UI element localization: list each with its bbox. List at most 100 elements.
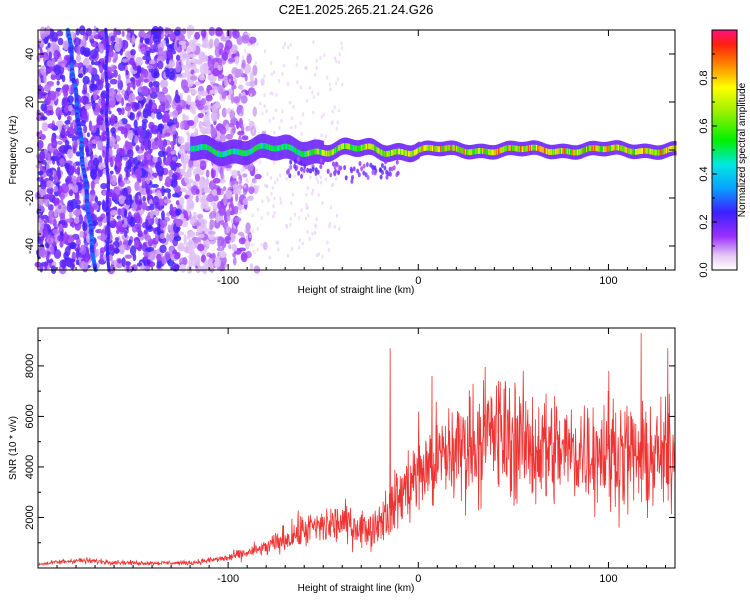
carrier-core (594, 145, 596, 151)
carrier-core (360, 145, 362, 151)
carrier-core (376, 146, 378, 153)
spectrogram-noise-blob (92, 157, 99, 167)
spectrogram-speckle (263, 93, 266, 98)
spectrogram-speckle (280, 118, 283, 123)
spectrogram-speckle (327, 248, 331, 252)
carrier-core (296, 148, 298, 155)
spectrogram-speckle (320, 114, 323, 119)
spectrogram-noise-blob (73, 218, 80, 224)
carrier-core (304, 151, 306, 157)
carrier-burst (373, 170, 377, 176)
spectrogram-x-tick-label: 0 (415, 275, 421, 287)
carrier-core (502, 146, 505, 153)
carrier-core (469, 149, 472, 156)
spectrogram-noise-blob (190, 75, 198, 81)
spectrogram-noise-blob (162, 139, 167, 148)
spectrogram-noise-blob (149, 210, 154, 219)
spectrogram-noise-blob (136, 110, 142, 118)
spectrogram-noise-blob (50, 74, 57, 81)
spectrogram-noise-blob (237, 231, 245, 237)
carrier-core (291, 145, 294, 152)
carrier-core (662, 148, 665, 155)
spectrogram-noise-blob (173, 235, 182, 242)
spectrogram-noise-blob (233, 96, 240, 104)
carrier-core (314, 148, 317, 155)
spectrogram-noise-blob (158, 198, 165, 207)
spectrogram-noise-blob (44, 30, 48, 38)
carrier-core (458, 146, 460, 153)
carrier-core (412, 150, 415, 157)
carrier-burst (296, 156, 300, 162)
spectrogram-noise-blob (229, 109, 236, 120)
carrier-core (368, 143, 370, 150)
carrier-core (654, 149, 657, 156)
spectrogram-speckle (241, 67, 244, 72)
carrier-core (356, 145, 359, 152)
spectrogram-noise-blob (164, 99, 170, 109)
spectrogram-noise-blob (59, 259, 67, 268)
spectrogram-speckle (340, 41, 343, 46)
spectrogram-noise-blob (232, 184, 239, 189)
spectrogram-noise-blob (254, 77, 258, 86)
carrier-core (448, 145, 450, 151)
carrier-core (660, 149, 662, 156)
spectrogram-speckle (245, 177, 249, 182)
spectrogram-speckle (291, 192, 295, 197)
carrier-core (374, 145, 377, 152)
spectrogram-marks (34, 24, 677, 275)
carrier-core (478, 148, 481, 154)
spectrogram-noise-blob (49, 192, 54, 200)
carrier-core (387, 150, 390, 157)
spectrogram-noise-blob (205, 169, 210, 178)
carrier-core (227, 149, 230, 156)
carrier-core (481, 148, 483, 154)
spectrogram-noise-blob (64, 105, 69, 114)
spectrogram-noise-blob (152, 81, 160, 88)
spectrogram-noise-blob (151, 112, 156, 119)
spectrogram-noise-blob (47, 123, 56, 129)
carrier-core (389, 150, 392, 157)
carrier-core (618, 144, 620, 151)
spectrogram-noise-blob (165, 64, 173, 69)
spectrogram-noise-blob (183, 115, 190, 121)
carrier-burst (314, 171, 318, 176)
carrier-core (210, 146, 213, 153)
spectrogram-noise-blob (48, 214, 54, 225)
spectrogram-noise-blob (94, 136, 101, 142)
carrier-core (541, 146, 544, 153)
carrier-core (612, 144, 614, 151)
carrier-core (311, 149, 313, 156)
spectrogram-noise-blob (171, 124, 176, 135)
spectrogram-noise-blob (75, 151, 81, 157)
spectrogram-noise-blob (203, 114, 210, 126)
carrier-core (532, 144, 534, 151)
carrier-core (524, 146, 526, 152)
carrier-core (483, 148, 485, 154)
spectrogram-noise-blob (89, 38, 95, 44)
spectrogram-noise-blob (61, 63, 66, 68)
spectrogram-noise-blob (157, 54, 164, 63)
spectrogram-noise-blob (126, 32, 131, 41)
carrier-burst (333, 171, 337, 177)
carrier-core (653, 149, 655, 156)
carrier-core (381, 150, 384, 156)
carrier-core (645, 147, 647, 154)
carrier-core (522, 146, 524, 152)
spectrogram-noise-blob (204, 259, 209, 270)
carrier-core (535, 144, 538, 151)
spectrogram-noise-blob (234, 217, 242, 223)
carrier-burst (396, 170, 400, 176)
spectrogram-noise-blob (142, 195, 147, 203)
spectrogram-noise-blob (128, 93, 136, 103)
spectrogram-noise-blob (196, 213, 204, 220)
carrier-core (281, 144, 283, 151)
carrier-core (603, 146, 605, 153)
carrier-core (218, 151, 221, 157)
colorbar-tick-label: 0.6 (698, 118, 710, 133)
spectrogram-noise-blob (100, 232, 106, 241)
spectrogram-noise-blob (199, 218, 208, 226)
spectrogram-noise-blob (172, 193, 180, 198)
snr-y-tick-label: 2000 (24, 505, 36, 529)
spectrogram-noise-blob (217, 84, 224, 94)
